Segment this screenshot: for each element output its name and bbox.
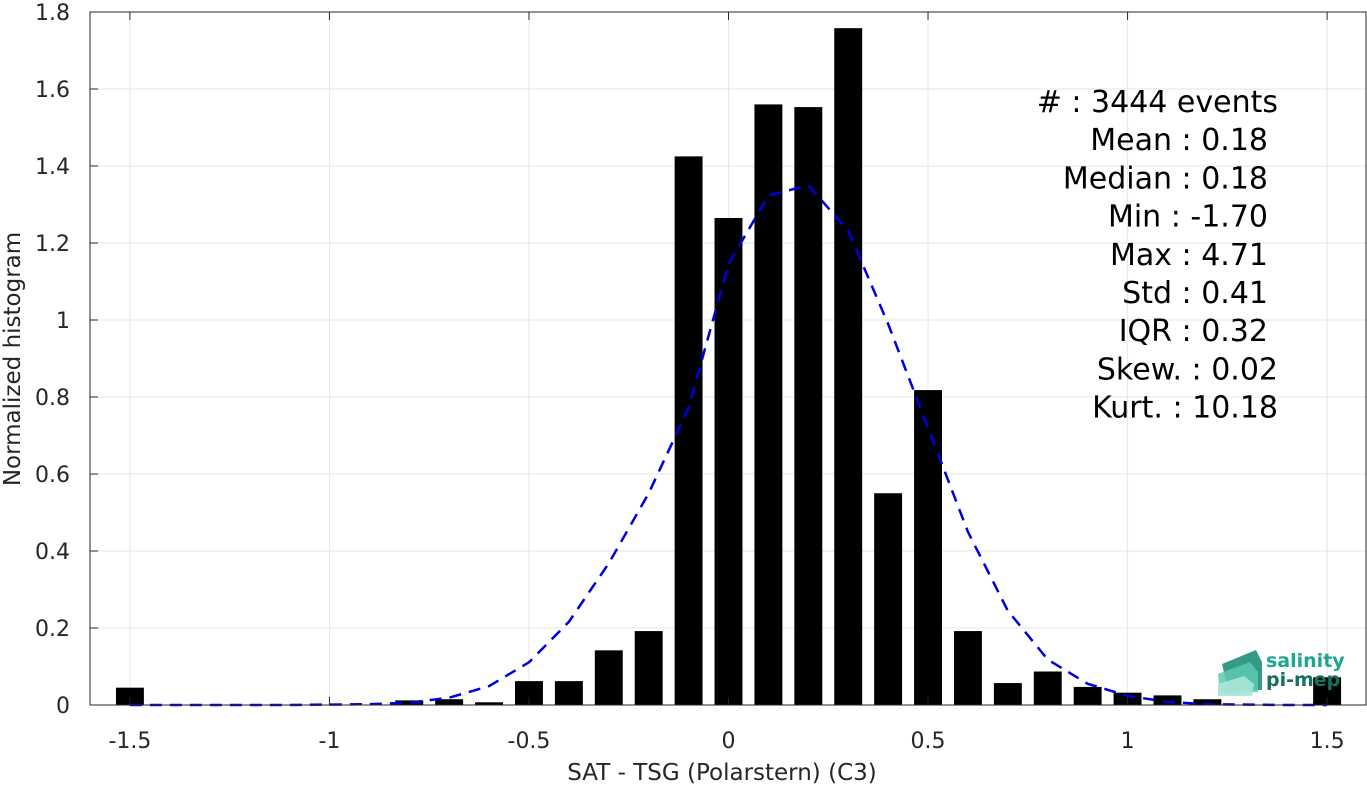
bar xyxy=(475,702,504,705)
bar xyxy=(1153,695,1182,705)
y-tick-label: 1.8 xyxy=(35,1,70,26)
statistics-line: Std : 0.41 xyxy=(1122,276,1268,311)
bar xyxy=(395,700,424,705)
bar xyxy=(914,390,942,705)
statistics-line: IQR : 0.32 xyxy=(1119,314,1268,349)
statistics-line: Skew. : 0.02 xyxy=(1097,352,1278,387)
statistics-line: # : 3444 events xyxy=(1037,85,1278,120)
logo-text-salinity: salinity xyxy=(1266,650,1345,672)
x-tick-label: 0 xyxy=(722,729,736,754)
x-tick-label: -0.5 xyxy=(508,729,551,754)
bar xyxy=(515,681,543,705)
bar xyxy=(435,699,464,705)
bar xyxy=(794,107,823,706)
bar xyxy=(115,687,144,705)
y-tick-label: 0.2 xyxy=(35,617,70,642)
y-tick-label: 1 xyxy=(56,309,70,334)
bar xyxy=(1033,671,1062,705)
bar xyxy=(1193,699,1222,705)
x-tick-label: -1 xyxy=(318,729,340,754)
statistics-line: Median : 0.18 xyxy=(1063,161,1268,196)
statistics-line: Kurt. : 10.18 xyxy=(1092,391,1278,426)
x-tick-label: 1 xyxy=(1121,729,1135,754)
y-tick-label: 0.4 xyxy=(35,540,70,565)
bar xyxy=(1073,686,1102,705)
bar xyxy=(874,493,903,705)
x-tick-label: -1.5 xyxy=(108,729,151,754)
bar xyxy=(953,631,982,705)
x-tick-label: 0.5 xyxy=(911,729,946,754)
salinity-pi-mep-logo: salinity pi-mep xyxy=(1218,650,1345,696)
x-axis-ticks: -1.5 -1 -0.5 0 0.5 1 1.5 xyxy=(108,12,1345,754)
y-tick-label: 0 xyxy=(56,694,70,719)
logo-text-pi-mep: pi-mep xyxy=(1266,669,1340,691)
bar xyxy=(634,631,663,705)
y-tick-label: 1.4 xyxy=(35,155,70,180)
bar xyxy=(754,104,783,705)
y-tick-label: 0.6 xyxy=(35,463,70,488)
bar xyxy=(714,217,743,705)
fit-curve-line xyxy=(129,183,1328,707)
bar xyxy=(554,681,583,705)
statistics-line: Min : -1.70 xyxy=(1108,200,1268,235)
x-tick-label: 1.5 xyxy=(1310,729,1345,754)
y-axis-ticks: 0 0.2 0.4 0.6 0.8 1 1.2 1.4 1.6 1.8 xyxy=(35,1,98,719)
y-tick-label: 0.8 xyxy=(35,386,70,411)
bar-series xyxy=(115,28,1342,706)
y-axis-label: Normalized histogram xyxy=(0,232,26,486)
bar xyxy=(594,650,623,705)
x-axis-label: SAT - TSG (Polarstern) (C3) xyxy=(567,760,876,785)
bar xyxy=(834,28,863,706)
statistics-line: Max : 4.71 xyxy=(1110,238,1268,273)
bar xyxy=(993,683,1022,705)
y-tick-label: 1.2 xyxy=(35,232,70,257)
statistics-line: Mean : 0.18 xyxy=(1090,123,1268,158)
y-tick-label: 1.6 xyxy=(35,78,70,103)
logo-waves-icon xyxy=(1218,650,1262,696)
